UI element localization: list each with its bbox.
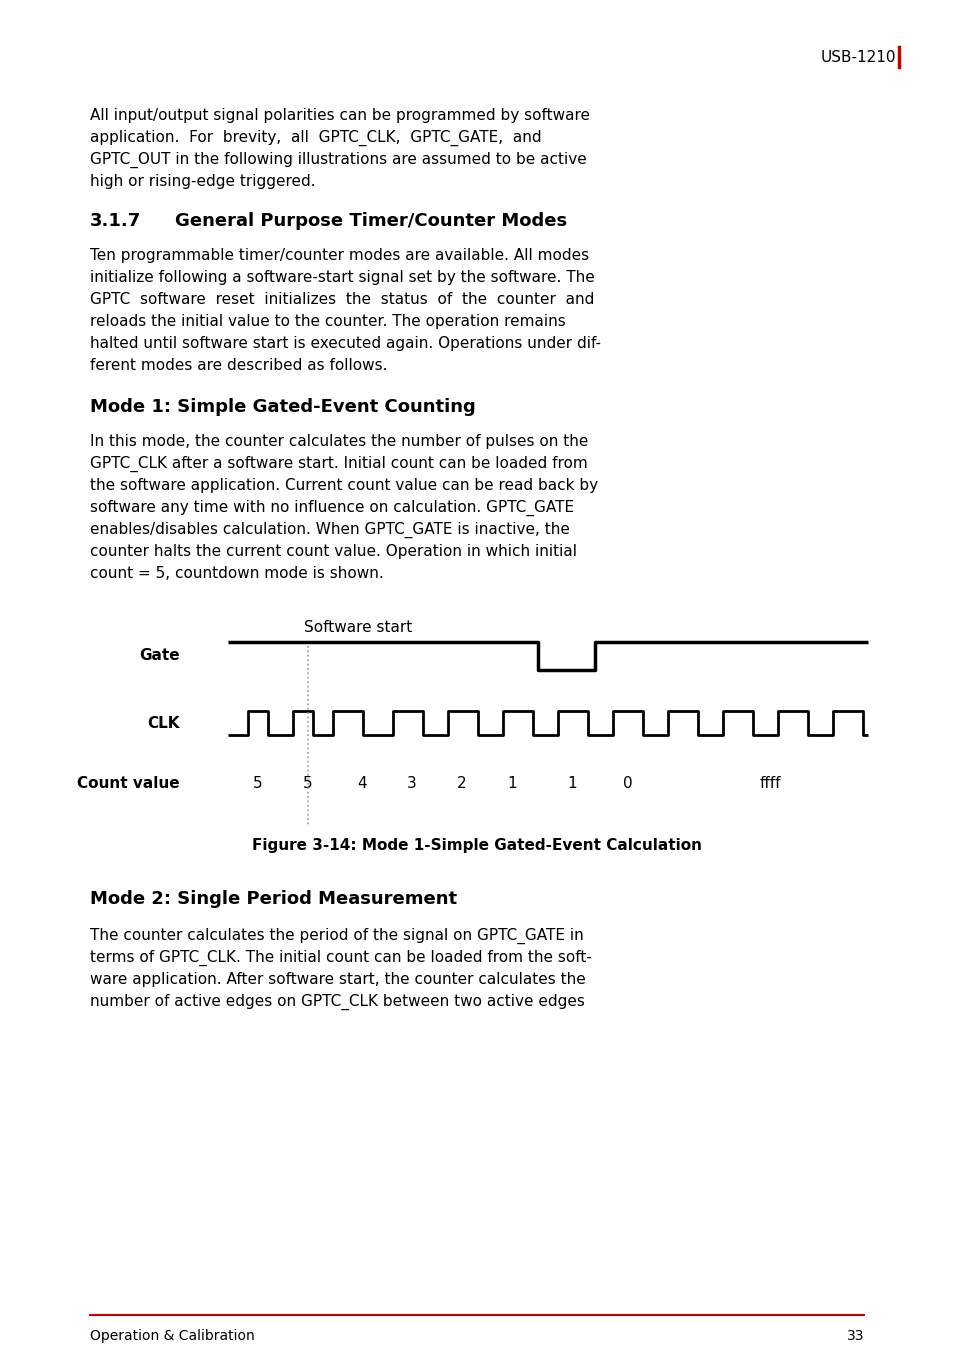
Text: Count value: Count value (77, 776, 180, 791)
Text: 1: 1 (507, 776, 517, 791)
Text: Software start: Software start (304, 621, 412, 635)
Text: All input/output signal polarities can be programmed by software: All input/output signal polarities can b… (90, 108, 589, 123)
Text: Mode 1: Simple Gated-Event Counting: Mode 1: Simple Gated-Event Counting (90, 397, 476, 416)
Text: ffff: ffff (759, 776, 780, 791)
Text: GPTC_OUT in the following illustrations are assumed to be active: GPTC_OUT in the following illustrations … (90, 151, 586, 168)
Text: 5: 5 (253, 776, 262, 791)
Text: application.  For  brevity,  all  GPTC_CLK,  GPTC_GATE,  and: application. For brevity, all GPTC_CLK, … (90, 130, 541, 146)
Text: Figure 3-14: Mode 1-Simple Gated-Event Calculation: Figure 3-14: Mode 1-Simple Gated-Event C… (252, 838, 701, 853)
Text: Ten programmable timer/counter modes are available. All modes: Ten programmable timer/counter modes are… (90, 247, 589, 264)
Text: halted until software start is executed again. Operations under dif-: halted until software start is executed … (90, 337, 600, 352)
Text: Mode 2: Single Period Measurement: Mode 2: Single Period Measurement (90, 890, 456, 909)
Text: Gate: Gate (139, 649, 180, 664)
Text: 1: 1 (567, 776, 577, 791)
Text: 33: 33 (845, 1329, 863, 1343)
Text: 0: 0 (622, 776, 632, 791)
Text: The counter calculates the period of the signal on GPTC_GATE in: The counter calculates the period of the… (90, 927, 583, 944)
Text: the software application. Current count value can be read back by: the software application. Current count … (90, 479, 598, 493)
Text: 4: 4 (356, 776, 366, 791)
Text: In this mode, the counter calculates the number of pulses on the: In this mode, the counter calculates the… (90, 434, 588, 449)
Text: ware application. After software start, the counter calculates the: ware application. After software start, … (90, 972, 585, 987)
Text: counter halts the current count value. Operation in which initial: counter halts the current count value. O… (90, 544, 577, 558)
Text: ferent modes are described as follows.: ferent modes are described as follows. (90, 358, 387, 373)
Text: software any time with no influence on calculation. GPTC_GATE: software any time with no influence on c… (90, 500, 574, 516)
Text: GPTC  software  reset  initializes  the  status  of  the  counter  and: GPTC software reset initializes the stat… (90, 292, 594, 307)
Text: high or rising-edge triggered.: high or rising-edge triggered. (90, 174, 315, 189)
Text: GPTC_CLK after a software start. Initial count can be loaded from: GPTC_CLK after a software start. Initial… (90, 456, 587, 472)
Text: number of active edges on GPTC_CLK between two active edges: number of active edges on GPTC_CLK betwe… (90, 994, 584, 1010)
Text: General Purpose Timer/Counter Modes: General Purpose Timer/Counter Modes (174, 212, 566, 230)
Text: terms of GPTC_CLK. The initial count can be loaded from the soft-: terms of GPTC_CLK. The initial count can… (90, 950, 591, 967)
Text: 5: 5 (303, 776, 313, 791)
Text: enables/disables calculation. When GPTC_GATE is inactive, the: enables/disables calculation. When GPTC_… (90, 522, 569, 538)
Text: Operation & Calibration: Operation & Calibration (90, 1329, 254, 1343)
Text: USB-1210: USB-1210 (820, 50, 895, 65)
Text: 3: 3 (407, 776, 416, 791)
Text: 3.1.7: 3.1.7 (90, 212, 141, 230)
Text: 2: 2 (456, 776, 466, 791)
Text: count = 5, countdown mode is shown.: count = 5, countdown mode is shown. (90, 566, 383, 581)
Text: initialize following a software-start signal set by the software. The: initialize following a software-start si… (90, 270, 594, 285)
Text: CLK: CLK (148, 715, 180, 730)
Text: reloads the initial value to the counter. The operation remains: reloads the initial value to the counter… (90, 314, 565, 329)
